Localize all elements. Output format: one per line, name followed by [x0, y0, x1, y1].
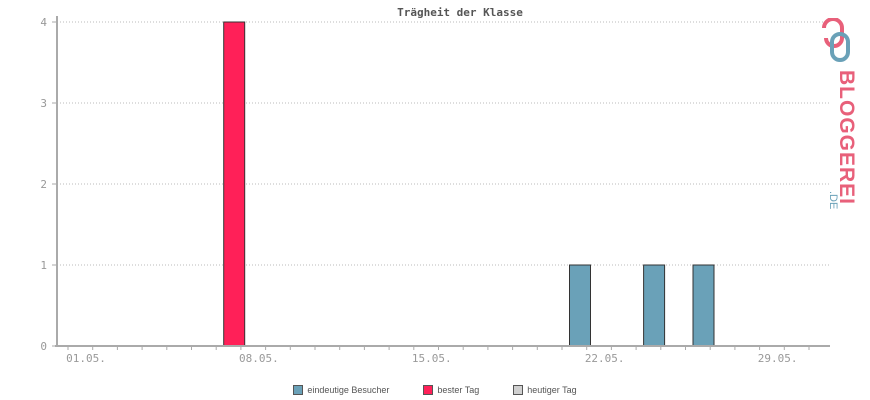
y-tick-label: 2	[40, 178, 47, 191]
x-tick-label: 01.05.	[66, 352, 106, 365]
legend-item-today: heutiger Tag	[513, 385, 577, 395]
bar	[569, 264, 591, 347]
legend-label-today: heutiger Tag	[527, 385, 577, 395]
x-tick-label: 15.05.	[412, 352, 452, 365]
y-tick-label: 1	[40, 259, 47, 272]
bars	[223, 21, 715, 347]
legend-swatch-today	[513, 385, 524, 395]
legend-item-best-day: bester Tag	[423, 385, 479, 395]
legend-label-visitors: eindeutige Besucher	[307, 385, 390, 395]
x-tick-label: 08.05.	[239, 352, 279, 365]
chart-title: Trägheit der Klasse	[397, 6, 523, 19]
x-tick-label: 22.05.	[585, 352, 625, 365]
ticks: 0 1 2 3 4 01.05. 08.05. 15.05. 22.05. 29.05.	[40, 16, 797, 365]
bloggerei-logo: BLOGGEREI .DE	[822, 18, 858, 209]
y-tick-label: 4	[40, 16, 47, 29]
bar	[643, 264, 666, 347]
legend-swatch-visitors	[293, 385, 304, 395]
legend-item-visitors: eindeutige Besucher	[293, 385, 389, 395]
legend-swatch-best-day	[423, 385, 434, 395]
legend: eindeutige Besucher bester Tag heutiger …	[0, 385, 870, 395]
logo-wordmark: BLOGGEREI	[835, 70, 858, 205]
axes	[52, 16, 830, 350]
logo-icon-blue	[830, 32, 850, 62]
logo-suffix: .DE	[827, 191, 839, 209]
grid	[57, 21, 830, 266]
x-tick-label: 29.05.	[758, 352, 798, 365]
bar	[223, 21, 246, 347]
bar	[692, 264, 715, 347]
legend-label-best-day: bester Tag	[437, 385, 480, 395]
y-tick-label: 3	[40, 97, 47, 110]
y-tick-label: 0	[40, 340, 47, 353]
